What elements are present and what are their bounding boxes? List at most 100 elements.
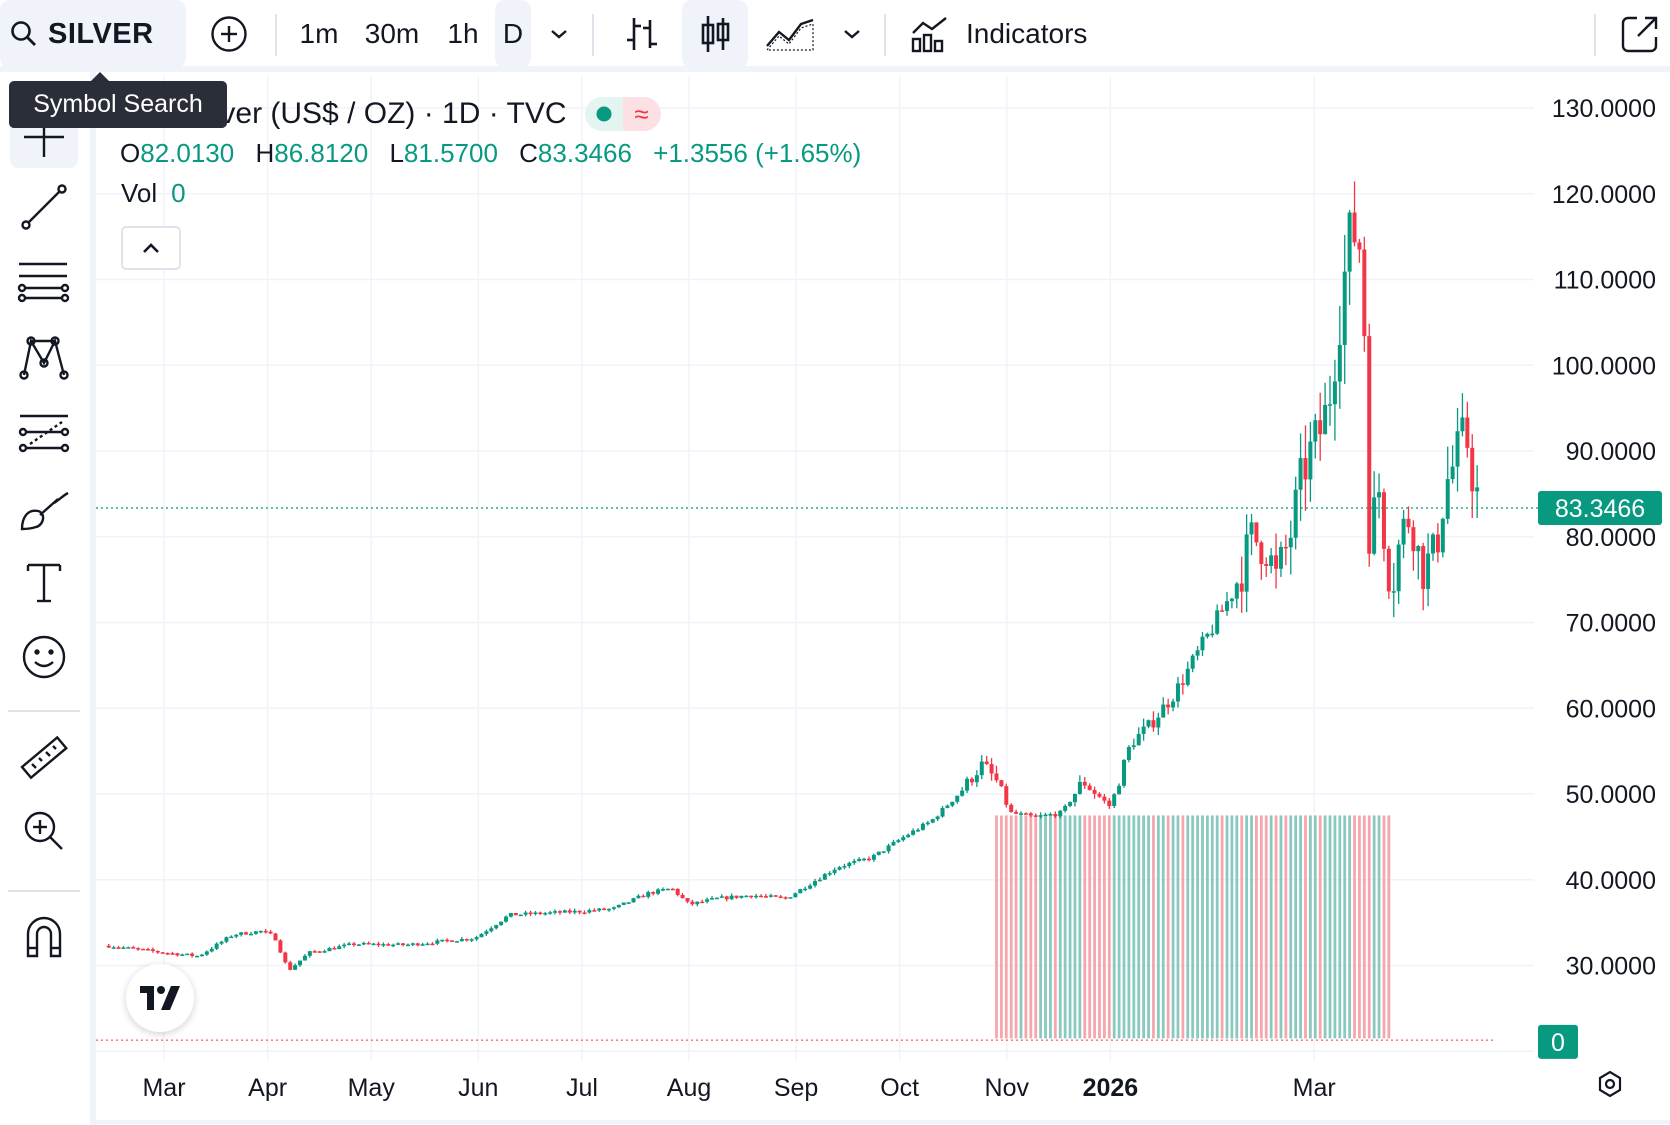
candle-body <box>562 910 567 913</box>
smiley-icon <box>22 635 66 679</box>
volume-bar <box>1279 815 1283 1039</box>
volume-bar <box>1078 815 1082 1039</box>
interval-1h[interactable]: 1h <box>447 18 479 49</box>
candle-body <box>1288 537 1293 548</box>
trend-line-tool-button[interactable] <box>10 176 78 238</box>
candle-body <box>283 952 288 963</box>
candle-body <box>1175 683 1180 702</box>
candle-body <box>1426 553 1431 589</box>
pattern-tool-button[interactable] <box>10 326 78 388</box>
candle-body <box>175 953 180 956</box>
time-axis-label: 2026 <box>1083 1074 1139 1102</box>
settings-icon[interactable] <box>1598 1070 1622 1098</box>
candle-body <box>744 895 749 898</box>
text-tool-button[interactable] <box>10 552 78 614</box>
candle-body <box>523 912 528 915</box>
drawing-toolbar <box>0 72 96 1125</box>
interval-1m[interactable]: 1m <box>299 18 339 49</box>
candle-body <box>896 840 901 842</box>
candle-body <box>121 947 126 949</box>
tradingview-logo[interactable] <box>126 964 194 1032</box>
candle-body <box>1117 785 1122 795</box>
area-chart-type-button[interactable] <box>760 0 820 68</box>
volume-bar <box>1117 815 1121 1039</box>
candle-body <box>768 895 773 897</box>
interval-30m[interactable]: 30m <box>364 18 420 49</box>
candle-body <box>1072 793 1077 803</box>
text-icon <box>26 563 62 603</box>
candle-body <box>660 889 665 891</box>
candles-chart-type-button[interactable] <box>682 0 748 68</box>
chevron-up-icon <box>143 243 159 253</box>
volume-bar <box>1132 815 1136 1039</box>
volume-bar <box>1240 815 1244 1039</box>
price-chart[interactable]: 130.0000 120.0000 110.0000 100.0000 90.0000 8… <box>96 76 1670 1125</box>
emoji-tool-button[interactable] <box>10 626 78 688</box>
volume-bar <box>1166 815 1170 1039</box>
chart-type-dropdown[interactable] <box>833 0 871 68</box>
volume-bar <box>1372 815 1376 1039</box>
volume-bar <box>1004 815 1008 1039</box>
candle-body <box>204 951 209 955</box>
candle-body <box>180 954 185 956</box>
candle-body <box>1200 636 1205 651</box>
volume-bar <box>1343 815 1347 1039</box>
candle-body <box>852 860 857 863</box>
volume-bar <box>1088 815 1092 1039</box>
status-pill[interactable]: ≈ <box>584 97 661 131</box>
bar-chart-type-button[interactable] <box>612 0 672 68</box>
candle-body <box>685 898 690 902</box>
candle-body <box>199 954 204 957</box>
candle-body <box>1239 583 1244 592</box>
fib-tool-button[interactable] <box>10 250 78 312</box>
low-label: L <box>389 138 404 168</box>
price-axis-label: 90.0000 <box>1566 438 1656 466</box>
candle-body <box>646 892 651 897</box>
candle-body <box>361 942 366 945</box>
candle-body <box>1185 668 1190 685</box>
candle-body <box>847 862 852 867</box>
candle-body <box>1445 479 1450 519</box>
volume-bar <box>1304 815 1307 1039</box>
toolbar-separator <box>8 890 80 892</box>
candle-body <box>773 895 778 897</box>
open-label: O <box>120 138 141 168</box>
candle-body <box>1274 555 1279 569</box>
volume-bar <box>1142 815 1146 1039</box>
candle-body <box>1298 458 1303 490</box>
measure-tool-button[interactable] <box>10 728 78 790</box>
forecast-tool-button[interactable] <box>10 402 78 464</box>
candle-body <box>680 894 685 899</box>
interval-dropdown[interactable] <box>540 0 578 68</box>
zoom-in-button[interactable] <box>10 800 78 862</box>
volume-bar <box>1255 815 1258 1039</box>
candle-body <box>724 896 729 900</box>
interval-1d[interactable]: D <box>495 0 531 68</box>
compare-symbol-button[interactable] <box>200 0 258 68</box>
candle-body <box>415 943 420 946</box>
volume-bar <box>1338 815 1342 1039</box>
candle-body <box>1205 633 1210 637</box>
volume-bar <box>1191 815 1195 1039</box>
brush-tool-button[interactable] <box>10 480 78 542</box>
candle-body <box>1396 544 1401 592</box>
candle-body <box>533 912 538 915</box>
candle-body <box>1430 534 1435 554</box>
fullscreen-button[interactable] <box>1612 0 1668 68</box>
candle-body <box>224 937 229 942</box>
symbol-search-button[interactable]: SILVER <box>0 0 186 68</box>
indicators-label: Indicators <box>966 18 1088 49</box>
indicators-button[interactable]: Indicators <box>910 0 1110 68</box>
candle-body <box>396 943 401 945</box>
candle-body <box>1107 800 1112 807</box>
volume-bar <box>1181 815 1185 1039</box>
volume-bar <box>1034 815 1038 1039</box>
volume-bar <box>1063 815 1067 1039</box>
candle-body <box>763 896 768 898</box>
collapse-legend-button[interactable] <box>121 226 181 270</box>
candle-body <box>1337 344 1342 382</box>
symbol-name: SILVER <box>48 17 154 50</box>
magnet-mode-button[interactable] <box>10 906 78 968</box>
candle-body <box>1122 759 1127 786</box>
candle-body <box>347 943 352 945</box>
